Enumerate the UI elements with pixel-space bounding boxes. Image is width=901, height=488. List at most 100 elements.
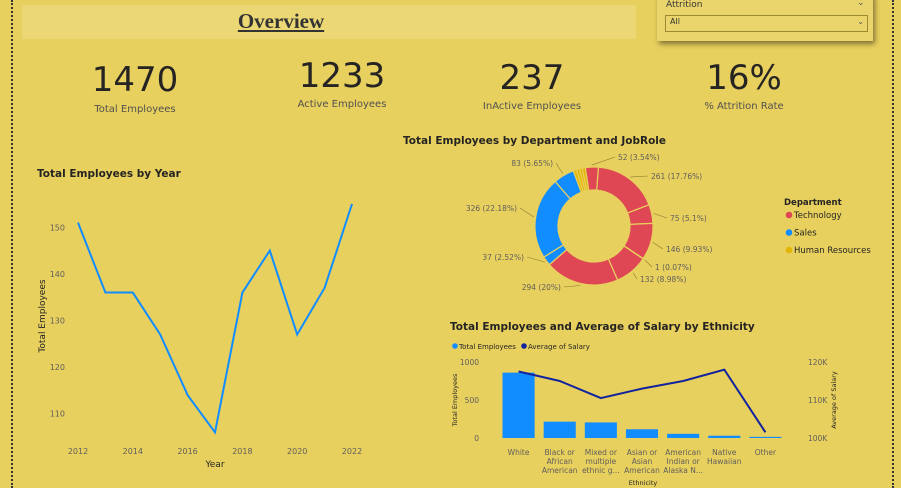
donut-data-label: 83 (5.65%) bbox=[511, 159, 553, 168]
legend-item: Average of Salary bbox=[528, 343, 590, 351]
slicer-selected-value: All bbox=[670, 17, 680, 26]
y-tick-label: 130 bbox=[50, 316, 65, 325]
kpi-inactive-employees-value: 237 bbox=[499, 58, 565, 98]
x-tick-label: Other bbox=[755, 448, 777, 457]
donut-leader-line bbox=[652, 242, 664, 250]
donut-data-label: 146 (9.93%) bbox=[666, 245, 712, 254]
legend-marker bbox=[521, 343, 527, 349]
slicer-label: Attrition bbox=[666, 0, 703, 10]
donut-leader-line bbox=[653, 213, 668, 219]
x-tick-label: 2022 bbox=[342, 447, 362, 456]
bar bbox=[625, 429, 659, 438]
legend-item: Technology bbox=[793, 211, 842, 221]
x-tick-label: American bbox=[624, 466, 660, 475]
legend-marker bbox=[785, 229, 793, 236]
legend-marker bbox=[785, 246, 793, 254]
x-tick-label: African bbox=[547, 457, 573, 466]
x-tick-label: 2014 bbox=[123, 447, 143, 456]
x-axis-label: Ethnicity bbox=[629, 479, 658, 487]
y-tick-label: 120 bbox=[50, 363, 65, 372]
y-tick-label: 150 bbox=[50, 223, 65, 232]
y2-tick-label: 120K bbox=[808, 358, 828, 367]
title-bar: Overview bbox=[22, 5, 636, 39]
donut-data-label: 52 (3.54%) bbox=[618, 153, 660, 162]
x-tick-label: American bbox=[665, 448, 701, 457]
bar bbox=[584, 422, 617, 438]
x-tick-label: 2016 bbox=[177, 447, 197, 456]
donut-leader-line bbox=[630, 175, 649, 178]
bar bbox=[543, 421, 576, 438]
donut-chart-title: Total Employees by Department and JobRol… bbox=[403, 135, 667, 147]
donut-leader-line bbox=[555, 162, 563, 174]
legend-title: Department bbox=[784, 198, 842, 208]
donut-data-label: 132 (8.98%) bbox=[640, 275, 686, 284]
x-axis-label: Year bbox=[204, 460, 224, 470]
kpi-total-employees-label: Total Employees bbox=[94, 104, 176, 115]
y-tick-label: 1000 bbox=[460, 358, 479, 367]
donut-data-label: 261 (17.76%) bbox=[651, 172, 702, 181]
x-tick-label: 2012 bbox=[68, 447, 88, 456]
donut-leader-line bbox=[563, 285, 581, 288]
y-tick-label: 0 bbox=[474, 434, 479, 443]
x-tick-label: Hawaiian bbox=[707, 457, 742, 466]
x-tick-label: Indian or bbox=[667, 457, 701, 466]
donut-data-label: 294 (20%) bbox=[522, 283, 561, 292]
x-tick-label: White bbox=[508, 448, 530, 457]
x-tick-label: ethnic g... bbox=[582, 466, 620, 475]
donut-leader-line bbox=[644, 259, 653, 268]
x-tick-label: Black or bbox=[545, 448, 576, 457]
y-axis-label: Total Employees bbox=[451, 373, 459, 427]
donut-slice bbox=[581, 166, 590, 192]
y2-tick-label: 100K bbox=[808, 434, 828, 443]
kpi-total-employees-value: 1470 bbox=[91, 60, 179, 100]
y-axis-label: Total Employees bbox=[38, 279, 48, 353]
bar bbox=[667, 433, 700, 438]
x-tick-label: Asian bbox=[632, 457, 653, 466]
legend-item: Sales bbox=[794, 229, 817, 239]
kpi-attrition-rate-label: % Attrition Rate bbox=[704, 101, 784, 112]
legend-item: Human Resources bbox=[794, 246, 871, 256]
donut-data-label: 1 (0.07%) bbox=[655, 263, 692, 272]
y2-axis-label: Average of Salary bbox=[830, 371, 838, 429]
donut-data-label: 37 (2.52%) bbox=[482, 253, 524, 262]
y-tick-label: 500 bbox=[465, 396, 480, 405]
x-tick-label: Alaska N... bbox=[663, 466, 703, 475]
bar bbox=[502, 372, 535, 438]
right-dotted-border bbox=[892, 0, 894, 488]
x-tick-label: Asian or bbox=[627, 448, 658, 457]
donut-leader-line bbox=[632, 272, 638, 280]
donut-data-label: 75 (5.1%) bbox=[670, 214, 707, 223]
slicer-dropdown[interactable]: All ⌄ bbox=[665, 15, 868, 32]
legend-item: Total Employees bbox=[458, 343, 516, 351]
kpi-active-employees-label: Active Employees bbox=[297, 99, 387, 110]
left-dotted-border bbox=[11, 0, 13, 488]
x-tick-label: multiple bbox=[586, 457, 617, 466]
kpi-active-employees-value: 1233 bbox=[298, 56, 386, 96]
chevron-down-icon[interactable]: ⌄ bbox=[857, 0, 865, 8]
y-tick-label: 140 bbox=[50, 270, 65, 279]
salary-line-series bbox=[518, 368, 767, 433]
bar bbox=[708, 435, 741, 438]
x-tick-label: Mixed or bbox=[585, 448, 618, 457]
kpi-inactive-employees-label: InActive Employees bbox=[482, 101, 582, 112]
x-tick-label: 2020 bbox=[287, 447, 307, 456]
bar bbox=[749, 436, 782, 438]
combo-chart-title: Total Employees and Average of Salary by… bbox=[450, 321, 755, 333]
donut-data-label: 326 (22.18%) bbox=[466, 204, 517, 213]
kpi-attrition-rate-value: 16% bbox=[706, 58, 782, 98]
legend-marker bbox=[452, 343, 458, 349]
x-tick-label: 2018 bbox=[232, 447, 252, 456]
page-title: Overview bbox=[237, 9, 325, 33]
donut-leader-line bbox=[591, 156, 616, 166]
donut-leader-line bbox=[526, 256, 545, 263]
chevron-down-icon[interactable]: ⌄ bbox=[857, 17, 864, 26]
attrition-slicer[interactable]: Attrition ⌄ All ⌄ bbox=[657, 0, 873, 41]
y2-tick-label: 110K bbox=[808, 396, 828, 405]
x-tick-label: Native bbox=[712, 448, 737, 457]
donut-leader-line bbox=[519, 207, 534, 218]
line-chart-title: Total Employees by Year bbox=[37, 168, 181, 180]
y-tick-label: 110 bbox=[50, 410, 65, 419]
